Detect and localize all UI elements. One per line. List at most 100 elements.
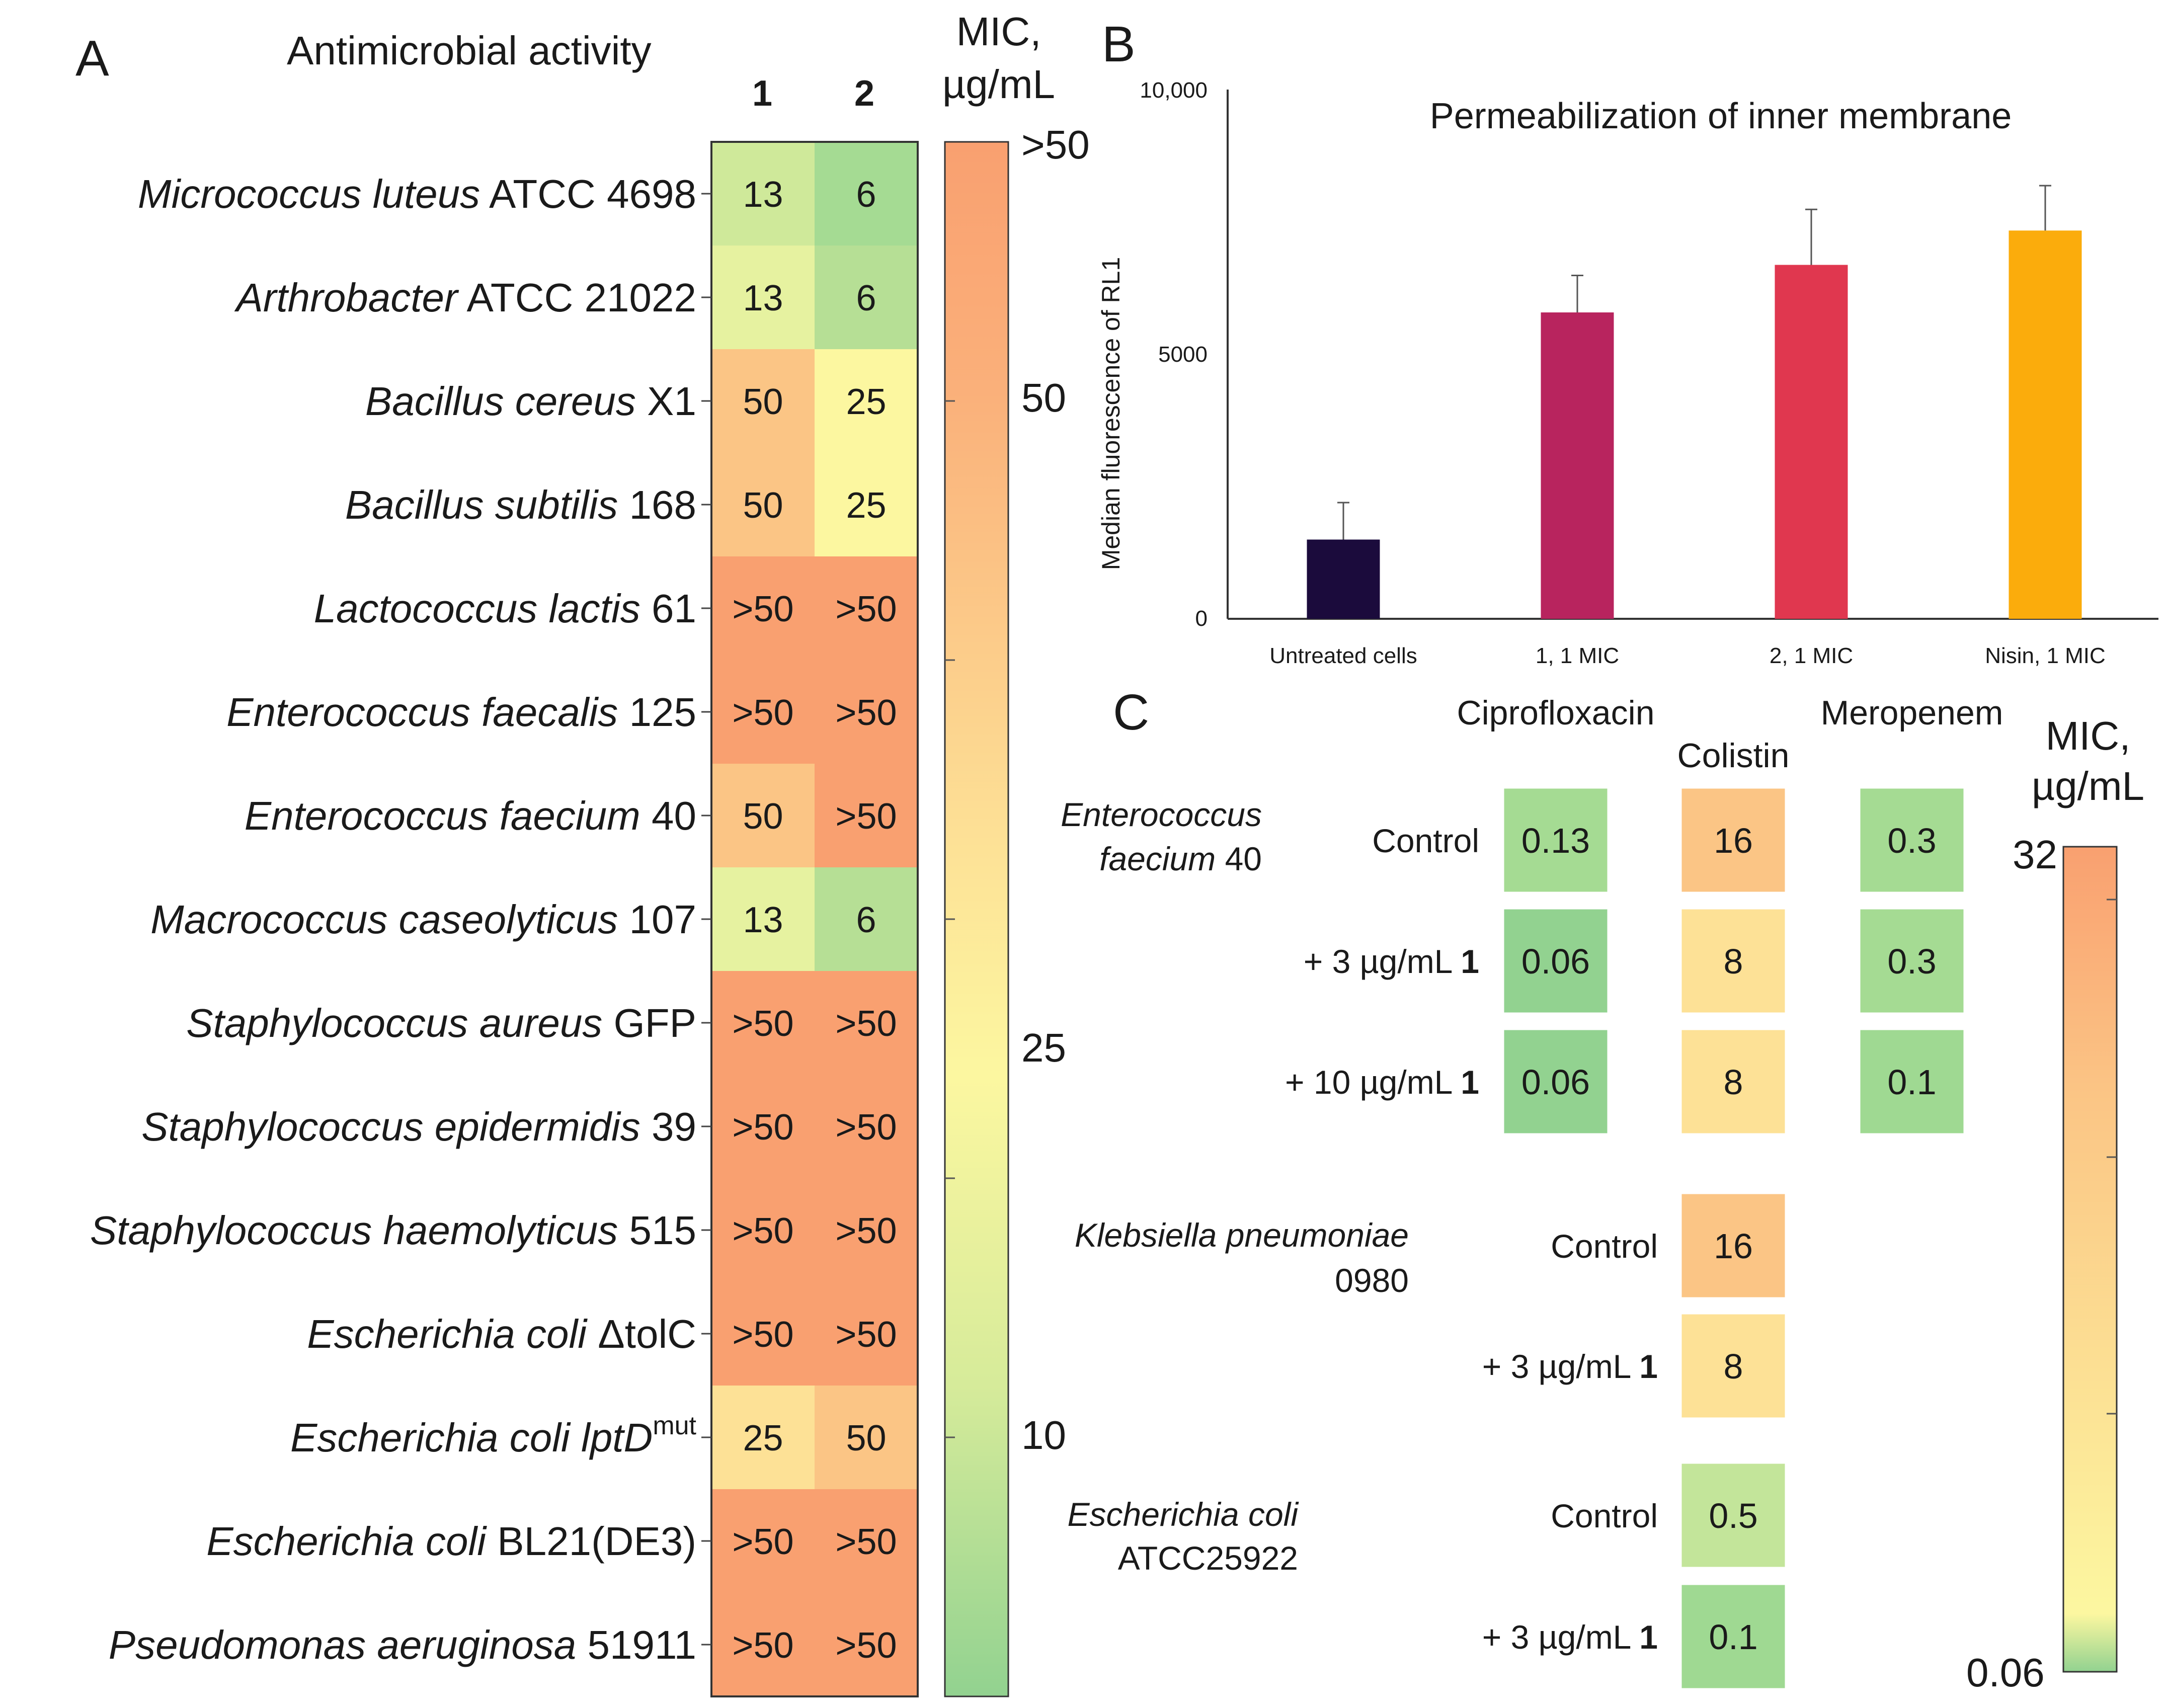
heatmap-a-row-label: Lactococcus lactis 61: [314, 586, 696, 631]
heatmap-c-value: 0.06: [1521, 942, 1590, 981]
heatmap-a-cell: [711, 556, 815, 660]
heatmap-a-cell: [711, 1075, 815, 1178]
heatmap-a-cell: [815, 142, 918, 246]
heatmap-c-cell: [1681, 1030, 1785, 1133]
panel-a-letter: A: [75, 30, 109, 87]
heatmap-c: 0.13 16 0.3 0.06 8 0.3 0.06 8 0.1 16 8 0.5 0.1: [1504, 788, 1964, 1688]
heatmap-a-row-label: Staphylococcus haemolyticus 515: [90, 1208, 696, 1253]
heatmap-a-cell: [815, 349, 918, 453]
heatmap-a-cell: [815, 867, 918, 971]
heatmap-a-value: 50: [743, 382, 783, 422]
bar-chart-category-label: Untreated cells: [1269, 643, 1417, 668]
heatmap-a-cell: [815, 1178, 918, 1282]
heatmap-a-value: 25: [846, 485, 886, 526]
heatmap-a-cell: [815, 971, 918, 1075]
legend-c-title-line1: MIC,: [2046, 713, 2131, 758]
heatmap-a-value: >50: [732, 1107, 793, 1148]
colorbar-a-label-gt50: >50: [1021, 122, 1090, 167]
colorbar-c-max-label: 32: [2013, 832, 2057, 877]
bar-chart-category-label: Nisin, 1 MIC: [1985, 643, 2106, 668]
condition-label: + 10 µg/mL 1: [1285, 1064, 1479, 1101]
colorbar-c: [2062, 846, 2118, 1673]
heatmap-a-cell: [711, 660, 815, 764]
heatmap-a-row-label: Bacillus cereus X1: [365, 379, 696, 424]
heatmap-a-value: >50: [835, 1211, 897, 1251]
column-header-1: 1: [752, 73, 772, 114]
bar: [1307, 539, 1380, 619]
heatmap-a-row-label: Arthrobacter ATCC 21022: [234, 275, 696, 320]
heatmap-c-value: 8: [1724, 942, 1743, 981]
heatmap-a-value: >50: [732, 1625, 793, 1666]
heatmap-c-value: 0.5: [1709, 1496, 1757, 1535]
heatmap-a-value: >50: [732, 693, 793, 733]
heatmap-a-row-label: Enterococcus faecalis 125: [226, 690, 696, 735]
heatmap-a-value: >50: [835, 693, 897, 733]
antibiotic-header-ciprofloxacin: Ciprofloxacin: [1457, 694, 1654, 732]
heatmap-c-cell: [1681, 1194, 1785, 1297]
heatmap-c-cell: [1860, 909, 1964, 1013]
heatmap-a-row-label: Enterococcus faecium 40: [245, 793, 696, 838]
legend-title-line1: MIC,: [956, 9, 1041, 54]
colorbar-c-ticks: [2107, 899, 2117, 1415]
organism-label-enterococcus: Enterococcus faecium 40: [1061, 796, 1262, 877]
heatmap-a-cell: [815, 556, 918, 660]
heatmap-a-cell: [815, 1386, 918, 1489]
colorbar-a-label-50: 50: [1021, 375, 1066, 420]
heatmap-c-value: 0.1: [1887, 1063, 1936, 1102]
organism-3-line2: ATCC25922: [1118, 1539, 1298, 1577]
colorbar-a-label-25: 25: [1021, 1025, 1066, 1070]
organism-2-line2: 0980: [1335, 1262, 1409, 1299]
condition-labels: Control + 3 µg/mL 1 + 10 µg/mL 1 Control + 3…: [1285, 822, 1658, 1656]
condition-label: + 3 µg/mL 1: [1482, 1618, 1658, 1656]
condition-label: Control: [1551, 1228, 1658, 1265]
heatmap-c-cell: [1860, 1030, 1964, 1133]
heatmap-c-value: 8: [1724, 1347, 1743, 1386]
heatmap-c-value: 8: [1724, 1063, 1743, 1102]
legend-c-title-line2: µg/mL: [2032, 764, 2144, 808]
heatmap-c-value: 0.13: [1521, 821, 1590, 860]
heatmap-a-cell: [711, 1178, 815, 1282]
heatmap-c-cell: [1681, 1463, 1785, 1567]
heatmap-c-cell: [1681, 788, 1785, 892]
heatmap-a-cell: [711, 453, 815, 556]
heatmap-a-cell: [815, 660, 918, 764]
heatmap-a-cell: [711, 1489, 815, 1593]
condition-label: + 3 µg/mL 1: [1482, 1348, 1658, 1385]
heatmap-a-cell: [711, 971, 815, 1075]
heatmap-c-value: 0.3: [1887, 942, 1936, 981]
antibiotic-header-colistin: Colistin: [1677, 737, 1790, 775]
heatmap-a-row-label: Pseudomonas aeruginosa 51911: [109, 1622, 696, 1667]
heatmap-a-row-label: Micrococcus luteus ATCC 4698: [138, 172, 696, 216]
heatmap-c-value: 16: [1714, 1227, 1753, 1266]
bar-chart-title: Permeabilization of inner membrane: [1430, 96, 2012, 136]
heatmap-a-value: >50: [835, 1522, 897, 1562]
bar-chart-ytick-label: 5000: [1158, 342, 1208, 367]
legend-title-line2: µg/mL: [942, 62, 1055, 107]
heatmap-a-cell: [711, 1282, 815, 1386]
heatmap-a-cell: [711, 349, 815, 453]
heatmap-a-row-label: Bacillus subtilis 168: [345, 482, 696, 527]
panel-a-title: Antimicrobial activity: [287, 28, 652, 73]
heatmap-a-cell: [711, 764, 815, 867]
heatmap-a-value: >50: [732, 1315, 793, 1355]
heatmap-a-value: 50: [846, 1418, 886, 1458]
colorbar-a-label-10: 10: [1021, 1413, 1066, 1457]
condition-label: Control: [1551, 1497, 1658, 1534]
bar: [1775, 265, 1848, 619]
panel-c: C Ciprofloxacin Colistin Meropenem MIC, …: [1061, 684, 2144, 1695]
heatmap-a-value: 25: [743, 1418, 783, 1458]
heatmap-a-value: >50: [732, 1522, 793, 1562]
heatmap-a-cell: [815, 1282, 918, 1386]
heatmap-a-value: 6: [856, 175, 876, 215]
heatmap-a-cell: [711, 142, 815, 246]
heatmap-a-row-label: Staphylococcus epidermidis 39: [141, 1104, 696, 1149]
heatmap-a-value: >50: [835, 1315, 897, 1355]
bar-chart-ytick-label: 10,000: [1140, 78, 1208, 103]
heatmap-a-value: 13: [743, 900, 783, 940]
heatmap-a-value: >50: [732, 1211, 793, 1251]
bar: [2009, 230, 2082, 619]
heatmap-a-value: >50: [835, 796, 897, 837]
heatmap-a-value: >50: [835, 1107, 897, 1148]
heatmap-a-row-label: Escherichia coli ΔtolC: [307, 1312, 696, 1356]
heatmap-c-cell: [1504, 788, 1608, 892]
